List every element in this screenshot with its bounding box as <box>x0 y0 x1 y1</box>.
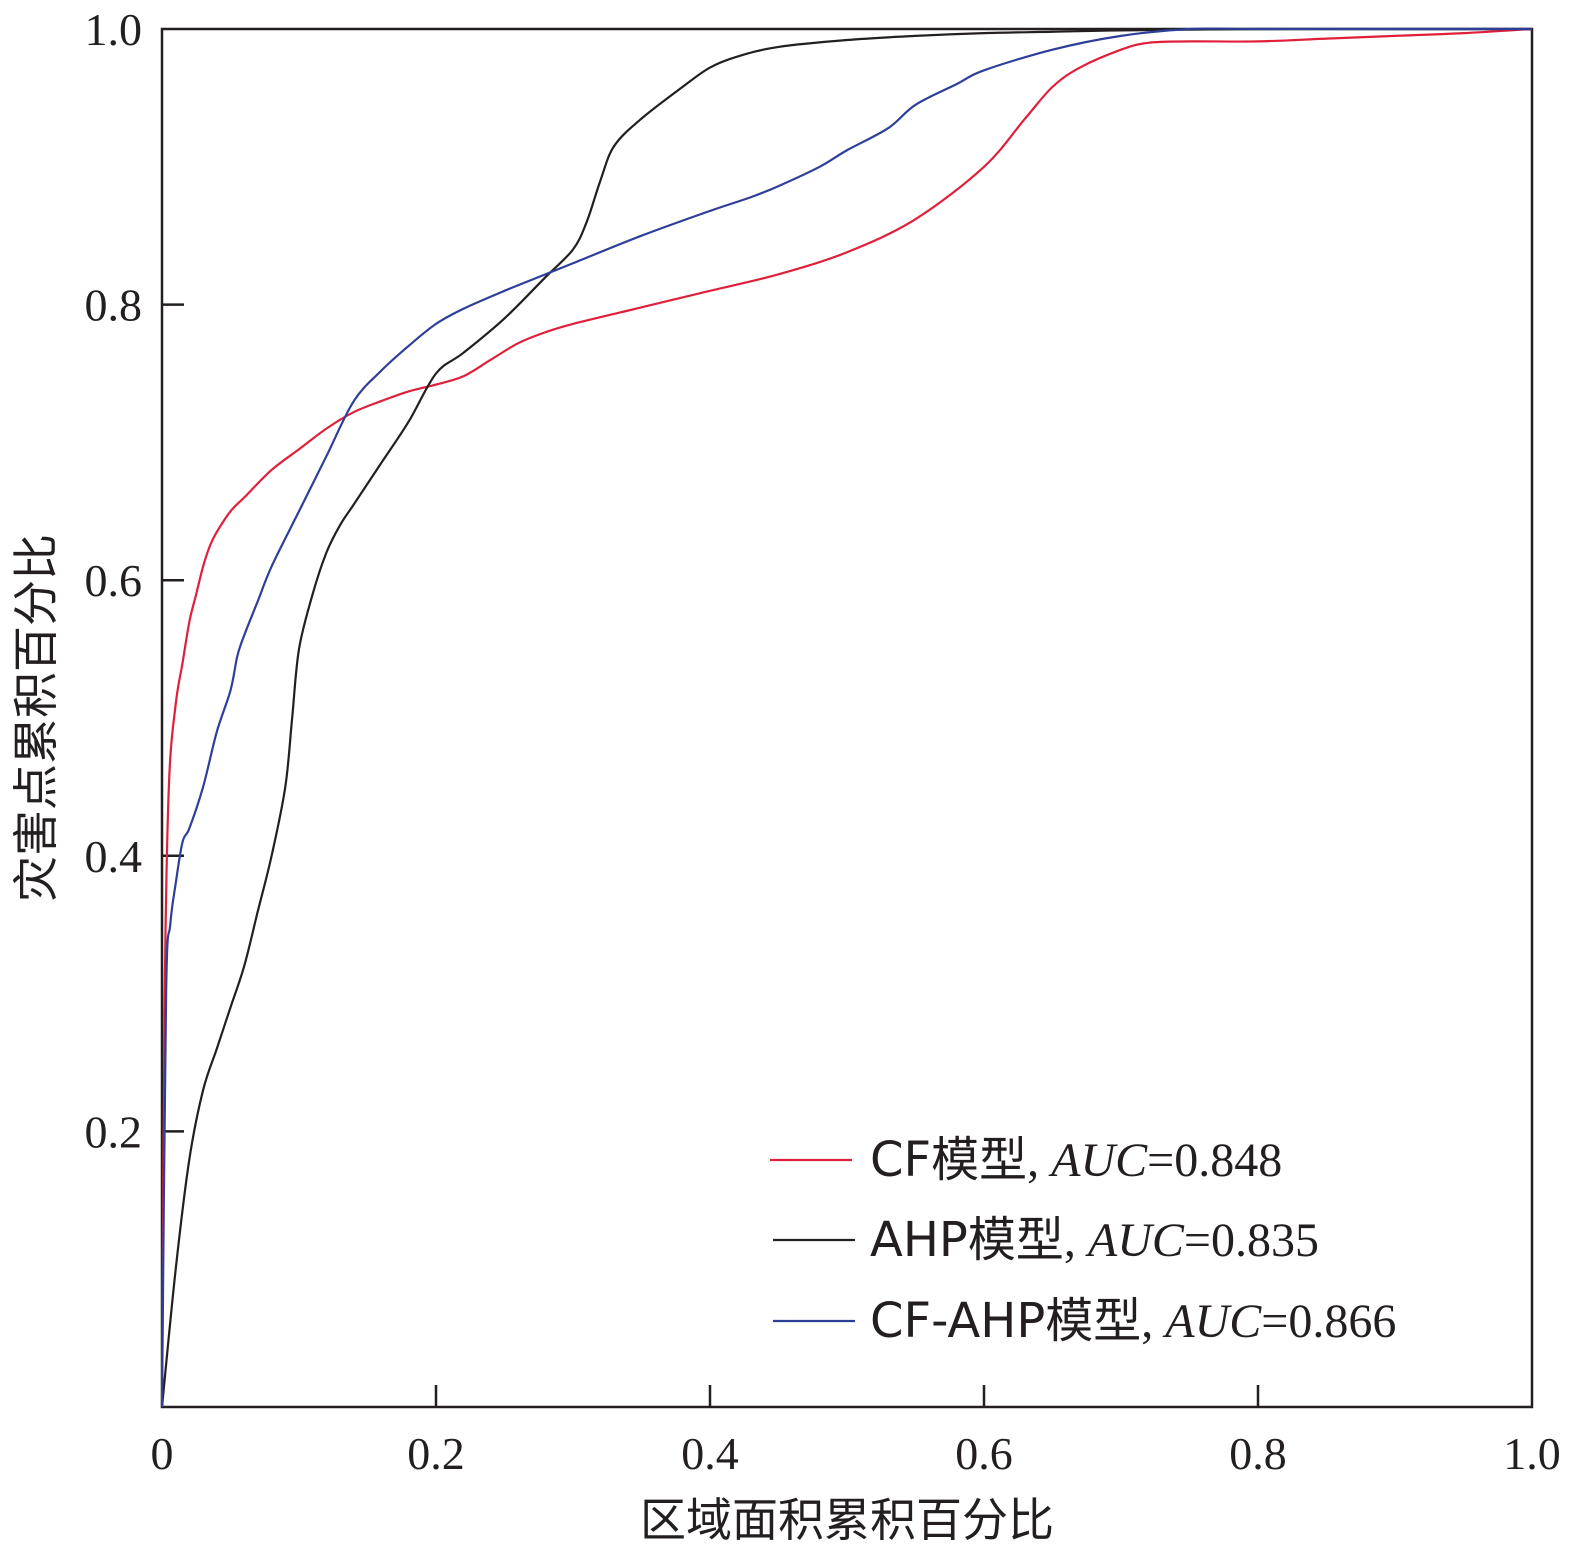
legend: CF模型, AUC=0.848 AHP模型, AUC=0.835 CF-AHP模… <box>770 1132 1396 1349</box>
series-line-ahp <box>160 27 1532 1408</box>
y-tick-label: 0.8 <box>85 280 143 331</box>
y-tick-label: 1.0 <box>85 4 143 55</box>
axis-ticks: 0 0.2 0.4 0.6 0.8 1.0 0.2 0.4 0.6 0.8 1.0 <box>85 4 1561 1479</box>
series-line-cf-ahp <box>160 27 1532 1408</box>
svg-text:AHP模型, AUC=0.835: AHP模型, AUC=0.835 <box>870 1212 1319 1268</box>
legend-metric-label-ahp: AUC <box>1085 1214 1185 1267</box>
legend-metric-value-ahp: =0.835 <box>1184 1214 1319 1267</box>
x-tick-label: 1.0 <box>1503 1428 1561 1479</box>
x-tick-label: 0.4 <box>681 1428 739 1479</box>
legend-metric-value-cf-ahp: =0.866 <box>1261 1295 1396 1348</box>
series-line-cf <box>160 27 1533 1408</box>
x-tick-label: 0 <box>151 1428 174 1479</box>
x-tick-label: 0.8 <box>1229 1428 1287 1479</box>
legend-label-cf-ahp: CF-AHP模型 <box>870 1293 1141 1349</box>
x-tick-label: 0.2 <box>407 1428 465 1479</box>
legend-metric-label-cf-ahp: AUC <box>1162 1295 1262 1348</box>
legend-metric-label-cf: AUC <box>1048 1134 1148 1187</box>
y-tick-label: 0.6 <box>85 555 143 606</box>
svg-text:CF模型, AUC=0.848: CF模型, AUC=0.848 <box>870 1132 1282 1188</box>
svg-text:CF-AHP模型, AUC=0.866: CF-AHP模型, AUC=0.866 <box>870 1293 1396 1349</box>
x-axis-label: 区域面积累积百分比 <box>640 1493 1054 1547</box>
legend-label-ahp: AHP模型 <box>870 1212 1064 1268</box>
legend-metric-value-cf: =0.848 <box>1147 1134 1282 1187</box>
x-tick-label: 0.6 <box>955 1428 1013 1479</box>
y-tick-label: 0.2 <box>85 1106 143 1157</box>
series-lines <box>160 27 1533 1408</box>
y-tick-label: 0.4 <box>85 831 143 882</box>
legend-label-cf: CF模型 <box>870 1132 1027 1188</box>
plot-frame <box>160 27 1534 1409</box>
legend-entry-cf-ahp: CF-AHP模型, AUC=0.866 <box>773 1293 1396 1349</box>
y-axis-label: 灾害点累积百分比 <box>9 534 63 902</box>
legend-entry-cf: CF模型, AUC=0.848 <box>770 1132 1282 1188</box>
legend-entry-ahp: AHP模型, AUC=0.835 <box>773 1212 1319 1268</box>
